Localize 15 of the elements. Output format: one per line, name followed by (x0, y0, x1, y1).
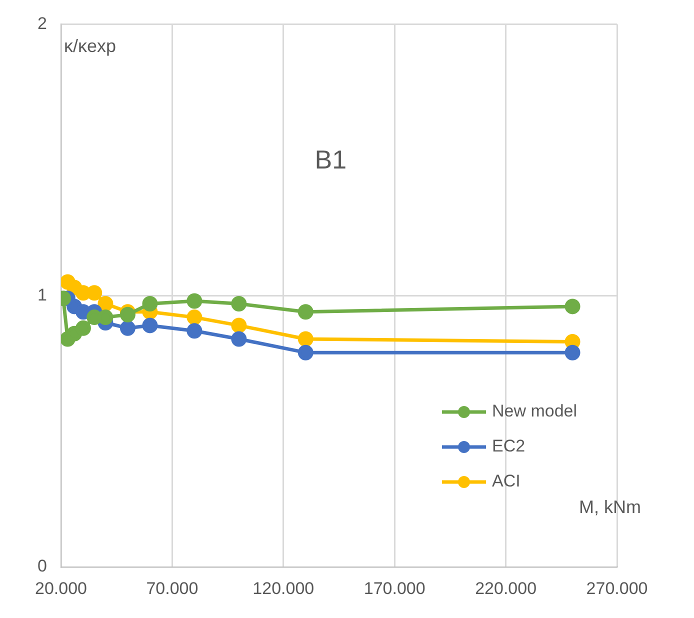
x-tick-label: 220.000 (475, 578, 537, 598)
y-tick-label: 2 (38, 14, 47, 33)
legend-label: ACI (492, 472, 520, 491)
y-tick-label: 1 (38, 285, 47, 304)
x-tick-label: 70.000 (146, 578, 198, 598)
y-axis-title: κ/κexp (64, 36, 116, 56)
x-axis-title: M, kNm (579, 496, 641, 517)
x-tick-label: 20.000 (35, 578, 87, 598)
legend-label: EC2 (492, 436, 526, 456)
x-tick-label: 170.000 (364, 578, 426, 598)
x-tick-label: 270.000 (586, 578, 648, 598)
legend-label: New model (492, 402, 578, 421)
y-tick-label: 0 (38, 556, 47, 576)
text: B1 (314, 144, 347, 174)
x-tick-label: 120.000 (252, 578, 314, 598)
